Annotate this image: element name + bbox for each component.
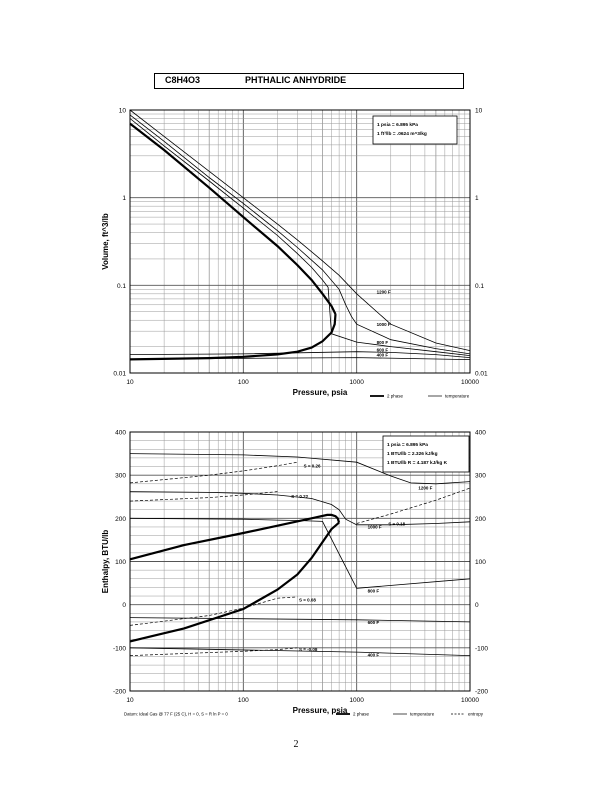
temperature-line xyxy=(129,118,471,356)
temperature-line xyxy=(129,453,471,485)
legend-label: temperature xyxy=(445,394,470,399)
entropy-label: S = 0.26 xyxy=(304,464,321,469)
y-tick-label-right: 0 xyxy=(475,602,479,609)
legend-label: entropy xyxy=(468,712,484,717)
legend-label: 2 phase xyxy=(387,394,404,399)
x-tick-label: 10000 xyxy=(461,379,479,386)
entropy-line xyxy=(129,461,298,484)
temperature-label: 400 F xyxy=(368,652,380,657)
chemical-name: PHTHALIC ANHYDRIDE xyxy=(245,75,347,85)
entropy-line xyxy=(129,596,298,626)
x-axis-label: Pressure, psia xyxy=(293,388,348,397)
units-note: 1 psia = 6.895 kPa xyxy=(377,122,418,128)
plot-frame xyxy=(129,431,471,692)
legend-label: 2 phase xyxy=(353,712,370,717)
page-number: 2 xyxy=(293,739,299,750)
x-tick-label: 1000 xyxy=(349,379,364,386)
temperature-label: 1200 F xyxy=(418,485,432,490)
entropy-label: S = -0.08 xyxy=(299,647,318,652)
temperature-label: 1200 F xyxy=(377,290,391,295)
temperature-line xyxy=(129,617,471,623)
temperature-line xyxy=(129,351,471,358)
temperature-line xyxy=(129,357,471,360)
two-phase-liquid-line xyxy=(129,314,337,361)
entropy-line xyxy=(356,487,471,524)
x-tick-label: 10 xyxy=(126,697,134,704)
legend-label: temperature xyxy=(410,712,435,717)
two-phase-vapor-line xyxy=(129,122,337,315)
units-box xyxy=(372,115,458,145)
y-tick-label: 10 xyxy=(119,108,127,115)
units-box xyxy=(382,435,470,473)
temperature-line xyxy=(129,491,471,526)
y-tick-label-right: 300 xyxy=(475,473,486,480)
y-tick-label-right: 10 xyxy=(475,108,483,115)
y-axis-label: Enthalpy, BTU/lb xyxy=(101,530,110,594)
units-note: 1 psia = 6.895 kPa xyxy=(387,442,428,448)
y-tick-label: 1 xyxy=(122,195,126,202)
chemical-formula: C8H4O3 xyxy=(165,75,201,85)
y-tick-label: 200 xyxy=(115,516,126,523)
temperature-label: 800 F xyxy=(368,588,380,593)
entropy-line xyxy=(129,491,278,502)
y-tick-label: 400 xyxy=(115,430,126,437)
entropy-line xyxy=(129,647,298,656)
y-tick-label: 300 xyxy=(115,473,126,480)
y-tick-label: -200 xyxy=(113,689,126,696)
y-tick-label: 100 xyxy=(115,559,126,566)
y-tick-label-right: 200 xyxy=(475,516,486,523)
entropy-label: S = 0.22 xyxy=(291,494,308,499)
temperature-line xyxy=(129,114,471,355)
y-tick-label: -100 xyxy=(113,645,126,652)
temperature-line xyxy=(129,109,471,351)
temperature-line xyxy=(129,517,471,589)
y-axis-label: Volume, ft^3/lb xyxy=(101,213,110,270)
y-tick-label: 0 xyxy=(122,602,126,609)
x-axis-label: Pressure, psia xyxy=(293,706,348,715)
temperature-label: 1000 F xyxy=(368,525,382,530)
temperature-label: 800 F xyxy=(377,340,389,345)
x-tick-label: 10 xyxy=(126,379,134,386)
entropy-label: S = 0.08 xyxy=(299,597,316,602)
y-tick-label-right: 0.01 xyxy=(475,371,488,378)
temperature-label: 600 F xyxy=(377,348,389,353)
y-tick-label-right: 100 xyxy=(475,559,486,566)
x-tick-label: 100 xyxy=(238,697,249,704)
temperature-line xyxy=(129,647,471,656)
datum-note: Datum: Ideal Gas @ 77 F (25 C), H = 0, S… xyxy=(124,712,228,717)
y-tick-label-right: 0.1 xyxy=(475,283,484,290)
temperature-label: 400 F xyxy=(377,353,389,358)
temperature-label: 1000 F xyxy=(377,322,391,327)
chemical-header: C8H4O3 PHTHALIC ANHYDRIDE xyxy=(154,73,464,89)
y-tick-label-right: 1 xyxy=(475,195,479,202)
y-tick-label-right: -200 xyxy=(475,689,488,696)
units-note: 1 ft³/lb = .0624 m^3/kg xyxy=(377,131,427,137)
plot-frame xyxy=(129,109,471,374)
x-tick-label: 100 xyxy=(238,379,249,386)
x-tick-label: 1000 xyxy=(349,697,364,704)
y-tick-label-right: 400 xyxy=(475,430,486,437)
temperature-label: 600 F xyxy=(368,620,380,625)
x-tick-label: 10000 xyxy=(461,697,479,704)
y-tick-label-right: -100 xyxy=(475,645,488,652)
y-tick-label: 0.01 xyxy=(113,371,126,378)
y-tick-label: 0.1 xyxy=(117,283,126,290)
entropy-label: S = 0.18 xyxy=(388,522,405,527)
units-note: 1 BTU/lb = 2.326 kJ/kg xyxy=(387,451,438,457)
two-phase-liquid-line xyxy=(129,521,340,643)
two-phase-vapor-line xyxy=(129,513,341,561)
units-note: 1 BTU/lb R = 4.187 kJ/kg K xyxy=(387,460,448,466)
